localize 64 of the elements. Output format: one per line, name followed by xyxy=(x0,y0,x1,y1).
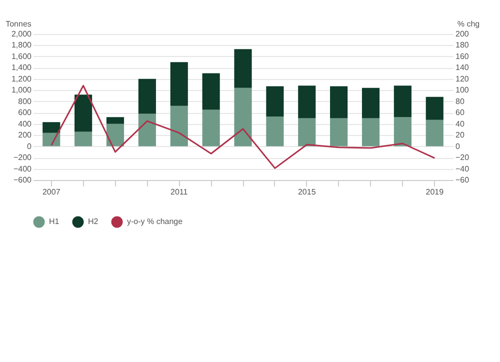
y2-tick-label: 100 xyxy=(456,86,470,95)
bar xyxy=(42,122,60,133)
y-tick-label: 2,000 xyxy=(11,30,32,38)
bar xyxy=(426,96,444,120)
bar xyxy=(170,62,188,106)
x-tick-label: 2015 xyxy=(298,188,316,196)
bar xyxy=(106,124,124,146)
bar xyxy=(266,86,284,117)
y-axis-title: Tonnes xyxy=(6,20,32,28)
y2-tick-label: 60 xyxy=(456,108,465,118)
bar xyxy=(202,110,220,146)
y-tick-label: 600 xyxy=(18,108,32,118)
bar xyxy=(266,116,284,146)
y2-tick-label: 20 xyxy=(456,130,465,140)
bar xyxy=(234,49,252,88)
y-tick-label: 0 xyxy=(27,142,32,151)
legend-label: H2 xyxy=(88,217,99,226)
bar xyxy=(298,86,316,118)
bar xyxy=(362,88,380,118)
y2-tick-label: 140 xyxy=(456,63,470,72)
y-tick-label: 1,000 xyxy=(11,86,32,95)
y-tick-label: 1,400 xyxy=(11,63,32,72)
y2-axis-title: % chg xyxy=(457,20,480,28)
y2-tick-label: 0 xyxy=(456,142,460,151)
y-tick-label: −400 xyxy=(13,164,32,174)
y2-tick-label: −60 xyxy=(456,176,470,184)
bar xyxy=(362,118,380,146)
bar xyxy=(74,132,92,146)
y-tick-label: −200 xyxy=(13,153,32,162)
y-tick-label: 1,600 xyxy=(11,52,32,61)
bar xyxy=(42,132,60,146)
bar xyxy=(74,94,92,132)
bar xyxy=(106,117,124,124)
bar xyxy=(298,118,316,146)
bar xyxy=(394,86,412,118)
y2-tick-label: −20 xyxy=(456,153,470,162)
legend-label: H1 xyxy=(49,217,60,226)
x-tick-label: 2019 xyxy=(426,188,444,196)
y-tick-label: 1,800 xyxy=(11,40,32,50)
y-tick-label: 800 xyxy=(18,96,32,106)
bar xyxy=(234,88,252,146)
bar xyxy=(138,114,156,146)
y2-tick-label: 200 xyxy=(456,30,470,38)
y2-tick-label: 40 xyxy=(456,119,465,128)
bar xyxy=(138,78,156,114)
bar xyxy=(170,106,188,146)
y2-tick-label: −40 xyxy=(456,164,470,174)
x-tick-label: 2011 xyxy=(170,188,188,196)
bar xyxy=(394,117,412,146)
y-tick-label: 200 xyxy=(18,130,32,140)
x-tick-label: 2007 xyxy=(42,188,61,196)
y-tick-label: 400 xyxy=(18,119,32,128)
y-tick-label: −600 xyxy=(13,176,32,184)
legend-label: y-o-y % change xyxy=(127,217,184,226)
y-tick-label: 1,200 xyxy=(11,74,32,84)
y2-tick-label: 80 xyxy=(456,96,465,106)
bar xyxy=(426,120,444,146)
y2-tick-label: 120 xyxy=(456,74,470,84)
y2-tick-label: 160 xyxy=(456,52,470,61)
y2-tick-label: 180 xyxy=(456,40,470,50)
bar xyxy=(330,118,348,146)
line-series xyxy=(50,84,436,169)
bar xyxy=(202,73,220,110)
bar xyxy=(330,86,348,118)
